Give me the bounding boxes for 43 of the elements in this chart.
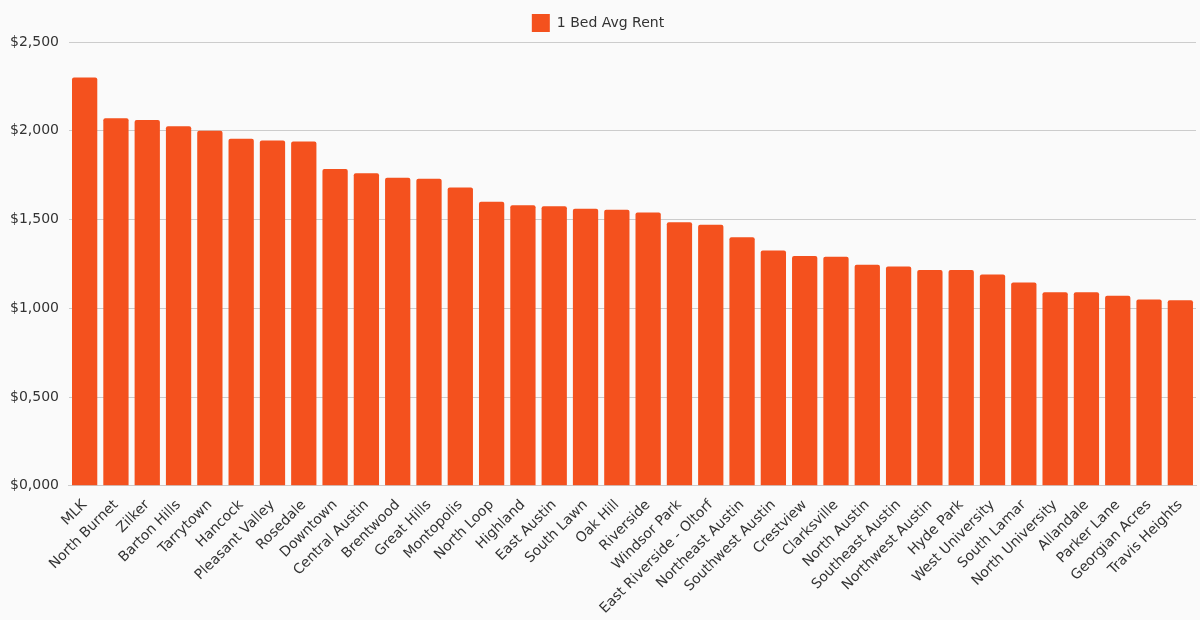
bar [447, 187, 473, 486]
bar [1073, 292, 1100, 486]
y-tick-label: $1,500 [9, 210, 59, 227]
bar [353, 173, 380, 486]
bar [572, 208, 599, 486]
bar [760, 250, 787, 486]
y-tick-label: $0,000 [9, 476, 59, 493]
bar [1011, 282, 1037, 486]
bar [197, 130, 223, 486]
bar [1136, 299, 1162, 486]
bar [478, 201, 505, 486]
bar [165, 126, 192, 486]
bar [635, 212, 661, 486]
bar [666, 222, 693, 486]
bar [979, 274, 1006, 486]
bar [416, 178, 442, 486]
bar [228, 138, 254, 486]
bar [792, 255, 818, 486]
bar [1042, 292, 1068, 486]
bar [134, 120, 160, 486]
bar [1167, 300, 1193, 486]
bar [948, 270, 974, 486]
bar [291, 141, 317, 486]
bar [259, 140, 286, 486]
bar [322, 168, 348, 486]
bar [729, 237, 755, 486]
bar [854, 264, 880, 486]
bar [103, 118, 129, 486]
bar [510, 205, 536, 486]
bar [1105, 295, 1131, 486]
bar [604, 209, 630, 486]
bar [885, 266, 912, 486]
bar [823, 256, 849, 486]
bar [698, 224, 724, 486]
bar [385, 177, 411, 486]
bar [541, 206, 567, 486]
y-tick-label: $1,000 [9, 298, 59, 315]
y-tick-label: $0,500 [9, 387, 59, 404]
bar [72, 77, 98, 486]
y-tick-label: $2,500 [9, 32, 59, 49]
legend-label: 1 Bed Avg Rent [556, 13, 665, 30]
y-tick-label: $2,000 [9, 121, 59, 138]
bar [917, 270, 943, 486]
